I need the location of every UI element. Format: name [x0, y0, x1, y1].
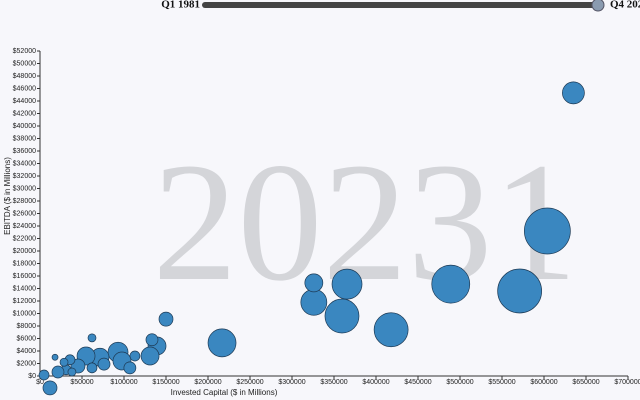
x-tick-label: $600000 — [530, 379, 557, 386]
y-axis-title: EBITDA ($ in Millions) — [3, 157, 12, 235]
y-tick-label: $16000 — [13, 273, 36, 280]
bubble — [97, 357, 111, 371]
x-tick-label: $300000 — [278, 379, 305, 386]
bubble — [304, 273, 324, 293]
y-tick-label: $26000 — [13, 210, 36, 217]
x-tick-label: $650000 — [572, 379, 599, 386]
x-tick-label: $0 — [36, 379, 44, 386]
x-tick-label: $550000 — [488, 379, 515, 386]
bubble — [51, 365, 65, 379]
bubble — [562, 81, 585, 105]
y-tick-label: $50000 — [13, 60, 36, 67]
bubble — [331, 268, 363, 300]
x-tick-label: $50000 — [70, 379, 93, 386]
y-tick-label: $32000 — [13, 173, 36, 180]
x-tick-label: $350000 — [320, 379, 347, 386]
y-tick-label: $38000 — [13, 135, 36, 142]
y-tick-label: $44000 — [13, 98, 36, 105]
bubble — [373, 312, 409, 348]
bubble — [300, 288, 328, 316]
bubble — [129, 350, 141, 362]
bubble — [86, 362, 98, 374]
bubble — [51, 353, 59, 361]
x-tick-label: $200000 — [194, 379, 221, 386]
x-tick-label: $150000 — [152, 379, 179, 386]
y-tick-label: $52000 — [13, 48, 36, 55]
bubble — [145, 333, 159, 347]
x-tick-label: $700000 — [614, 379, 640, 386]
bubble — [59, 357, 69, 367]
slider-start-label: Q1 1981 — [161, 0, 200, 11]
bubble — [158, 311, 174, 327]
x-tick-label: $100000 — [110, 379, 137, 386]
y-tick-label: $8000 — [17, 323, 37, 330]
x-tick-label: $450000 — [404, 379, 431, 386]
bubble — [324, 298, 360, 334]
y-tick-label: $36000 — [13, 148, 36, 155]
bubble — [123, 361, 137, 375]
bubble — [497, 268, 542, 314]
y-tick-label: $22000 — [13, 235, 36, 242]
bubble — [207, 328, 237, 358]
bubble — [524, 207, 571, 255]
y-tick-label: $20000 — [13, 248, 36, 255]
y-tick-label: $24000 — [13, 223, 36, 230]
bubble — [140, 346, 160, 366]
y-tick-label: $30000 — [13, 185, 36, 192]
slider-end-label: Q4 2023 — [610, 0, 640, 11]
y-tick-label: $14000 — [13, 285, 36, 292]
y-tick-label: $28000 — [13, 198, 36, 205]
y-tick-label: $4000 — [17, 348, 37, 355]
y-tick-label: $40000 — [13, 123, 36, 130]
y-tick-label: $12000 — [13, 298, 36, 305]
bubble — [431, 264, 471, 304]
x-tick-label: $250000 — [236, 379, 263, 386]
x-tick-label: $400000 — [362, 379, 389, 386]
bubble — [42, 380, 58, 396]
y-tick-label: $2000 — [17, 360, 37, 367]
y-tick-label: $10000 — [13, 310, 36, 317]
x-axis-title: Invested Capital ($ in Millions) — [171, 388, 278, 397]
y-tick-label: $48000 — [13, 73, 36, 80]
y-tick-label: $46000 — [13, 85, 36, 92]
slider-thumb[interactable] — [591, 0, 605, 12]
y-tick-label: $0 — [28, 373, 36, 380]
y-tick-label: $42000 — [13, 110, 36, 117]
x-tick-label: $500000 — [446, 379, 473, 386]
y-tick-label: $6000 — [17, 335, 37, 342]
bubble — [67, 367, 77, 377]
bubble — [87, 333, 97, 343]
y-tick-label: $18000 — [13, 260, 36, 267]
y-tick-label: $34000 — [13, 160, 36, 167]
bubble — [38, 369, 50, 381]
